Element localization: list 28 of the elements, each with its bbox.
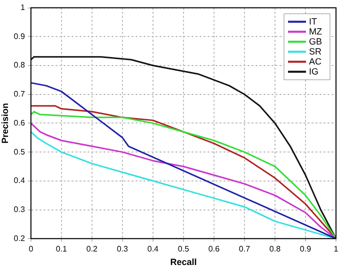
x-tick-label: 0.5 bbox=[178, 244, 190, 254]
x-tick-label: 0.7 bbox=[238, 244, 251, 254]
legend-label: SR bbox=[309, 46, 322, 56]
x-tick-label: 0.9 bbox=[300, 244, 312, 254]
x-tick-label: 0.4 bbox=[147, 244, 160, 254]
x-tick-label: 0.2 bbox=[86, 244, 98, 254]
y-tick-label: 0.2 bbox=[14, 234, 26, 243]
y-tick-label: 0.8 bbox=[14, 60, 26, 70]
legend-label: MZ bbox=[309, 26, 322, 36]
y-tick-label: 0.9 bbox=[14, 32, 26, 41]
x-tick-label: 0.6 bbox=[208, 244, 220, 254]
y-tick-label: 0.4 bbox=[14, 176, 26, 186]
legend-label: IG bbox=[309, 66, 319, 76]
x-tick-label: 0.1 bbox=[56, 244, 68, 254]
y-tick-label: 1 bbox=[20, 3, 26, 12]
x-tick-label: 0.3 bbox=[116, 244, 129, 254]
y-tick-label: 0.5 bbox=[14, 147, 26, 156]
y-tick-label: 0.7 bbox=[14, 90, 26, 99]
y-tick-label: 0.6 bbox=[14, 118, 26, 128]
legend-label: AC bbox=[309, 56, 322, 66]
x-tick-label: 1 bbox=[334, 244, 339, 254]
y-tick-label: 0.3 bbox=[14, 204, 26, 214]
legend-label: IT bbox=[309, 16, 318, 26]
legend-label: GB bbox=[309, 36, 322, 46]
y-axis-title: Precision bbox=[0, 102, 10, 144]
x-axis-title: Recall bbox=[170, 257, 197, 268]
x-tick-label: 0.8 bbox=[269, 244, 282, 254]
x-tick-label: 0 bbox=[28, 244, 34, 254]
